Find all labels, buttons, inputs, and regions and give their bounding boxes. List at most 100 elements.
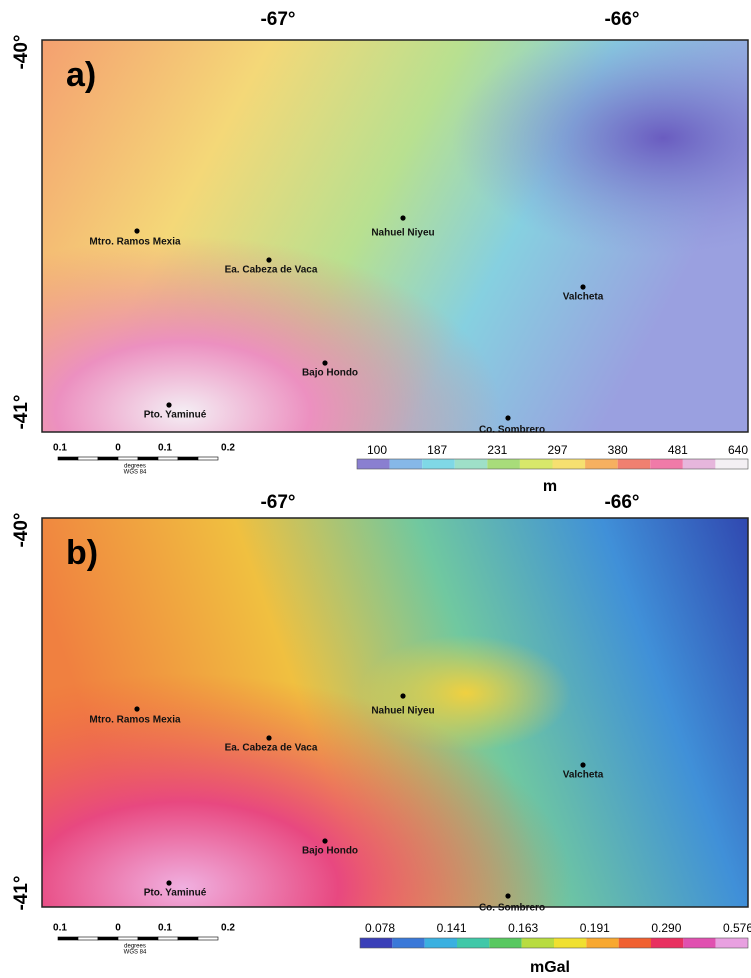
colorbar-tick-label: 187	[427, 443, 447, 457]
scale-segment	[118, 937, 138, 940]
colorbar-tick-label: 640	[728, 443, 748, 457]
scale-segment	[138, 457, 158, 460]
colorbar-swatch	[360, 938, 392, 948]
colorbar-swatch	[553, 459, 586, 469]
colorbar-tick-label: 481	[668, 443, 688, 457]
colorbar-swatch	[455, 459, 488, 469]
place-marker	[505, 893, 510, 898]
longitude-label: -66°	[604, 9, 639, 30]
scale-segment	[178, 457, 198, 460]
colorbar-tick-label: 231	[487, 443, 507, 457]
place-marker	[134, 706, 139, 711]
scale-segment	[178, 937, 198, 940]
place-name: Nahuel Niyeu	[371, 706, 434, 717]
colorbar-swatch	[392, 938, 424, 948]
longitude-label: -66°	[604, 492, 639, 513]
colorbar-swatch	[650, 459, 683, 469]
scale-tick-label: 0	[115, 923, 121, 934]
colorbar-swatch	[618, 459, 651, 469]
place-name: Mtro. Ramos Mexia	[89, 237, 181, 248]
colorbar-swatch	[715, 459, 748, 469]
place-name: Ea. Cabeza de Vaca	[225, 743, 318, 754]
place-marker	[166, 880, 171, 885]
latitude-label: -41°	[11, 875, 32, 910]
colorbar-tick-label: 100	[367, 443, 387, 457]
place-name: Nahuel Niyeu	[371, 228, 434, 239]
place-marker	[400, 693, 405, 698]
scale-segment	[98, 937, 118, 940]
colorbar-swatch	[522, 938, 554, 948]
latitude-label: -40°	[11, 34, 32, 69]
colorbar-swatch	[520, 459, 553, 469]
figure: a) -67° -66° -40° -41° Mtro. Ramos Mexia Ea. C…	[0, 0, 751, 978]
scale-segment	[78, 457, 98, 460]
place-name: Mtro. Ramos Mexia	[89, 715, 181, 726]
scale-segment	[198, 457, 218, 460]
scale-tick-label: 0.1	[53, 923, 67, 934]
colorbar-swatch	[716, 938, 748, 948]
colorbar-swatch	[585, 459, 618, 469]
place-marker	[580, 284, 585, 289]
scale-segment	[158, 457, 178, 460]
scale-segment	[118, 457, 138, 460]
colorbar-tick-label: 0.290	[651, 921, 681, 935]
latitude-label: -40°	[11, 512, 32, 547]
colorbar-tick-label: 297	[547, 443, 567, 457]
colorbar-tick-label: 0.191	[580, 921, 610, 935]
place-name: Co. Sombrero	[479, 425, 545, 436]
place-marker	[322, 838, 327, 843]
place-marker	[322, 360, 327, 365]
place-name: Bajo Hondo	[302, 846, 358, 857]
scale-datum: WGS 84	[124, 950, 147, 956]
longitude-label: -67°	[260, 492, 295, 513]
colorbar-swatch	[619, 938, 651, 948]
scale-segment	[138, 937, 158, 940]
panel-label: a)	[66, 56, 96, 94]
colorbar-swatch	[683, 938, 715, 948]
scale-tick-label: 0.2	[221, 443, 235, 454]
panel-label: b)	[66, 534, 98, 572]
scale-tick-label: 0.1	[158, 923, 172, 934]
colorbar-swatch	[457, 938, 489, 948]
place-name: Ea. Cabeza de Vaca	[225, 265, 318, 276]
place-marker	[266, 257, 271, 262]
scale-segment	[58, 457, 78, 460]
place-name: Pto. Yaminué	[144, 410, 207, 421]
place-marker	[266, 735, 271, 740]
colorbar-swatch	[422, 459, 455, 469]
scale-segment	[198, 937, 218, 940]
scale-segment	[78, 937, 98, 940]
colorbar-tick-label: 0.078	[365, 921, 395, 935]
scale-tick-label: 0.1	[158, 443, 172, 454]
scale-segment	[98, 457, 118, 460]
scale-tick-label: 0.2	[221, 923, 235, 934]
place-marker	[505, 415, 510, 420]
colorbar-tick-label: 0.163	[508, 921, 538, 935]
scale-tick-label: 0	[115, 443, 121, 454]
place-marker	[580, 762, 585, 767]
colorbar-tick-label: 380	[608, 443, 628, 457]
place-marker	[134, 228, 139, 233]
colorbar-swatch	[651, 938, 683, 948]
colorbar-unit: mGal	[530, 959, 570, 976]
colorbar-tick-label: 0.576	[723, 921, 751, 935]
colorbar-swatch	[425, 938, 457, 948]
scale-datum: WGS 84	[124, 470, 147, 476]
colorbar-unit: m	[543, 478, 557, 495]
place-name: Co. Sombrero	[479, 903, 545, 914]
colorbar-tick-label: 0.141	[437, 921, 467, 935]
scale-segment	[158, 937, 178, 940]
colorbar-swatch	[554, 938, 586, 948]
colorbar-swatch	[357, 459, 390, 469]
scale-segment	[58, 937, 78, 940]
place-name: Valcheta	[563, 292, 604, 303]
colorbar-swatch	[487, 459, 520, 469]
colorbar-swatch	[489, 938, 521, 948]
place-marker	[166, 402, 171, 407]
place-marker	[400, 215, 405, 220]
place-name: Valcheta	[563, 770, 604, 781]
place-name: Pto. Yaminué	[144, 888, 207, 899]
place-name: Bajo Hondo	[302, 368, 358, 379]
colorbar-swatch	[683, 459, 716, 469]
scale-tick-label: 0.1	[53, 443, 67, 454]
